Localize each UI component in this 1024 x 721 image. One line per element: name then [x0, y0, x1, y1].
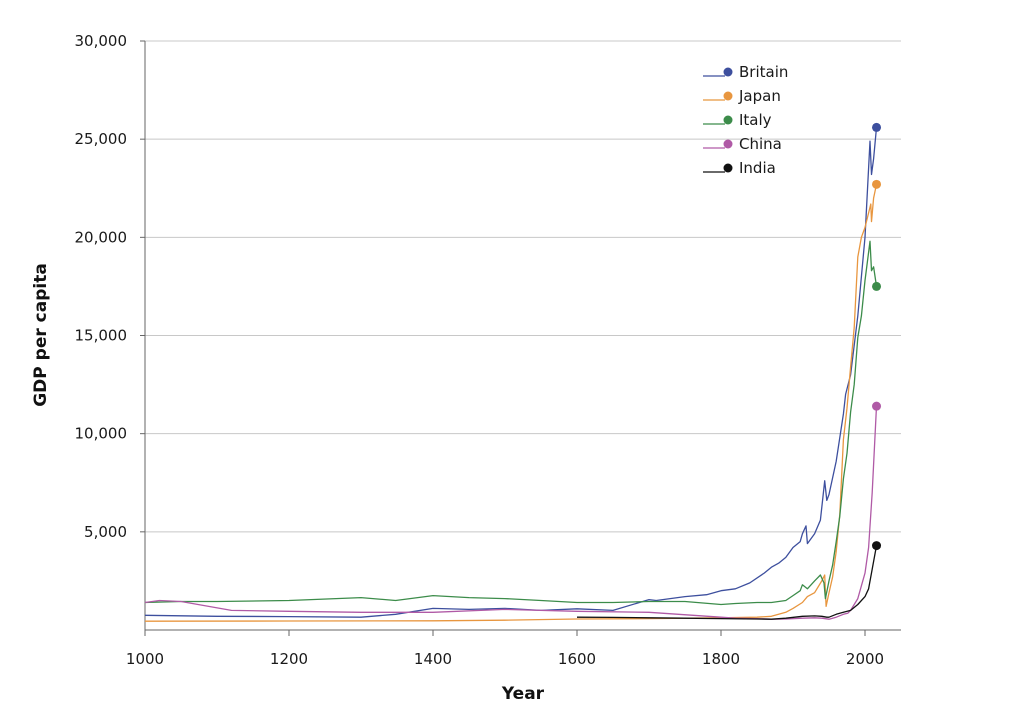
y-tick-label: 20,000	[75, 228, 128, 246]
y-tick-label: 25,000	[75, 130, 128, 148]
y-tick-label: 5,000	[84, 523, 127, 541]
gridlines	[145, 40, 901, 533]
legend-marker-italy	[723, 115, 733, 125]
x-tick-label: 1800	[702, 650, 740, 668]
series-line-india	[576, 545, 878, 620]
series-china	[144, 401, 882, 620]
legend: Britain Japan Italy China India	[703, 63, 788, 177]
series-line-china	[144, 406, 878, 620]
legend-label-japan: Japan	[738, 87, 781, 105]
series-endpoint-italy	[872, 281, 882, 291]
x-tick-label: 1200	[270, 650, 308, 668]
legend-label-italy: Italy	[739, 111, 772, 129]
legend-item-china: China	[703, 135, 782, 153]
legend-marker-india	[723, 163, 733, 173]
legend-item-britain: Britain	[703, 63, 788, 81]
series-line-britain	[144, 127, 878, 618]
x-tick-label: 2000	[846, 650, 884, 668]
legend-marker-japan	[723, 91, 733, 101]
series-line-italy	[144, 240, 878, 606]
series-britain	[144, 122, 882, 618]
x-tick-label: 1000	[126, 650, 164, 668]
legend-item-japan: Japan	[703, 87, 781, 105]
y-axis-title: GDP per capita	[31, 263, 51, 407]
legend-item-italy: Italy	[703, 111, 772, 129]
x-tick-label: 1400	[414, 650, 452, 668]
legend-item-india: India	[703, 159, 776, 177]
series-lines	[144, 122, 882, 622]
x-axis-ticks: 1000 1200 1400 1600 1800 2000	[126, 630, 884, 668]
series-india	[576, 541, 882, 620]
y-tick-label: 10,000	[75, 425, 128, 443]
legend-label-britain: Britain	[739, 63, 788, 81]
x-axis-title: Year	[501, 684, 545, 704]
legend-label-india: India	[739, 159, 776, 177]
legend-marker-britain	[723, 67, 733, 77]
series-endpoint-britain	[872, 122, 882, 132]
series-endpoint-japan	[872, 179, 882, 189]
y-tick-label: 15,000	[75, 327, 128, 345]
series-endpoint-china	[872, 401, 882, 411]
y-tick-label: 30,000	[75, 32, 128, 50]
series-italy	[144, 240, 882, 606]
series-japan	[144, 179, 882, 622]
series-line-japan	[144, 184, 878, 622]
series-endpoint-india	[872, 541, 882, 551]
legend-marker-china	[723, 139, 733, 149]
x-tick-label: 1600	[558, 650, 596, 668]
legend-label-china: China	[739, 135, 782, 153]
y-axis-ticks: 5,000 10,000 15,000 20,000 25,000 30,000	[75, 32, 145, 541]
